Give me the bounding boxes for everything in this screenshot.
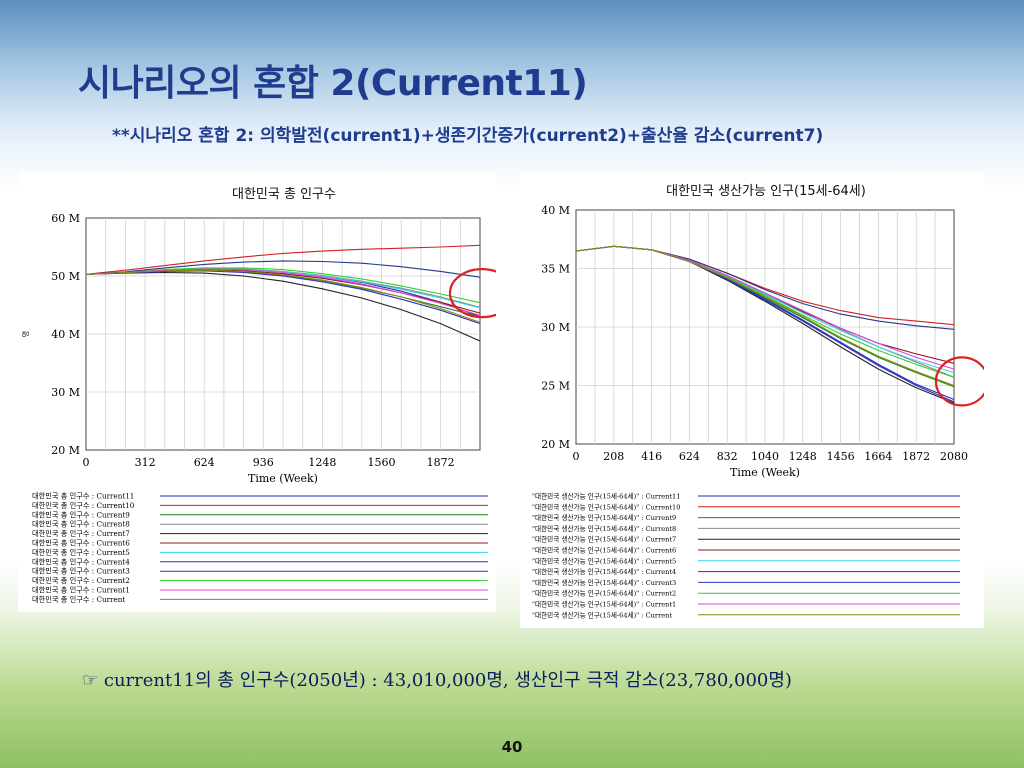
x-tick-label: 416: [641, 450, 662, 463]
legend-label: "대한민국 생산가능 인구(15세-64세)" : Current: [532, 610, 672, 619]
legend-label: 대한민국 총 인구수 : Current6: [32, 539, 130, 548]
x-tick-label: 0: [573, 450, 580, 463]
working-age-chart-title: 대한민국 생산가능 인구(15세-64세): [666, 184, 866, 199]
x-axis-label: Time (Week): [248, 472, 318, 485]
working-age-legend: "대한민국 생산가능 인구(15세-64세)" : Current11 "대한민국…: [530, 490, 964, 626]
series-line-current10: [85, 244, 481, 275]
x-tick-label: 1664: [864, 450, 892, 463]
legend-label: "대한민국 생산가능 인구(15세-64세)" : Current5: [532, 556, 676, 565]
legend-label: 대한민국 총 인구수 : Current: [32, 595, 125, 604]
legend-label: 대한민국 총 인구수 : Current11: [32, 492, 134, 501]
y-tick-label: 60 M: [51, 212, 80, 225]
y-tick-label: 25 M: [541, 380, 570, 393]
y-tick-label: 20 M: [541, 438, 570, 451]
legend-label: "대한민국 생산가능 인구(15세-64세)" : Current9: [532, 513, 676, 522]
y-axis-label: 명: [21, 331, 30, 337]
x-tick-label: 312: [135, 456, 156, 469]
x-tick-label: 936: [253, 456, 274, 469]
legend-label: "대한민국 생산가능 인구(15세-64세)" : Current10: [532, 502, 680, 511]
x-tick-label: 1872: [427, 456, 455, 469]
x-tick-label: 1872: [902, 450, 930, 463]
legend-label: "대한민국 생산가능 인구(15세-64세)" : Current4: [532, 567, 676, 576]
y-tick-label: 30 M: [51, 386, 80, 399]
x-tick-label: 624: [679, 450, 700, 463]
x-tick-label: 1248: [308, 456, 336, 469]
legend-label: 대한민국 총 인구수 : Current10: [32, 501, 135, 510]
footnote: ☞ current11의 총 인구수(2050년) : 43,010,000명,…: [82, 670, 792, 691]
y-tick-label: 30 M: [541, 321, 570, 334]
x-tick-label: 1560: [368, 456, 396, 469]
legend-label: 대한민국 총 인구수 : Current2: [32, 576, 130, 585]
slide-subtitle: **시나리오 혼합 2: 의학발전(current1)+생존기간증가(curre…: [112, 126, 824, 146]
x-tick-label: 0: [83, 456, 90, 469]
x-tick-label: 2080: [940, 450, 968, 463]
legend-label: 대한민국 총 인구수 : Current9: [32, 510, 130, 519]
highlight-circle: [934, 356, 984, 407]
x-tick-label: 1040: [751, 450, 779, 463]
working-age-line-chart: 40 M 35 M 30 M 25 M 20 M0 208 416 624 832 1040 124…: [541, 204, 984, 479]
total-population-legend: 대한민국 총 인구수 : Current11 대한민국 총 인구수 : Curre…: [30, 490, 492, 609]
y-tick-label: 20 M: [51, 444, 80, 457]
legend-label: 대한민국 총 인구수 : Current1: [32, 586, 130, 595]
x-tick-label: 1456: [827, 450, 855, 463]
y-tick-label: 40 M: [51, 328, 80, 341]
legend-label: "대한민국 생산가능 인구(15세-64세)" : Current11: [532, 492, 680, 501]
legend-svg: "대한민국 생산가능 인구(15세-64세)" : Current11"대한민국…: [532, 492, 960, 619]
slide-title: 시나리오의 혼합 2(Current11): [78, 63, 588, 104]
x-axis-label: Time (Week): [730, 466, 800, 479]
legend-label: "대한민국 생산가능 인구(15세-64세)" : Current1: [532, 600, 676, 609]
legend-label: "대한민국 생산가능 인구(15세-64세)" : Current2: [532, 589, 676, 598]
series-line-current: [575, 245, 955, 387]
legend-label: "대한민국 생산가능 인구(15세-64세)" : Current7: [532, 535, 676, 544]
legend-label: 대한민국 총 인구수 : Current3: [32, 567, 130, 576]
series-line-current7: [85, 271, 481, 342]
x-tick-label: 208: [603, 450, 624, 463]
x-tick-label: 1248: [789, 450, 817, 463]
x-tick-label: 832: [717, 450, 738, 463]
page-number: 40: [501, 738, 523, 756]
series-line-current: [85, 269, 481, 323]
total-population-chart-title: 대한민국 총 인구수: [232, 187, 336, 202]
x-tick-label: 624: [194, 456, 215, 469]
y-tick-label: 40 M: [541, 204, 570, 217]
series-line-current4: [85, 260, 481, 278]
legend-label: 대한민국 총 인구수 : Current8: [32, 520, 130, 529]
y-tick-label: 35 M: [541, 263, 570, 276]
legend-label: "대한민국 생산가능 인구(15세-64세)" : Current6: [532, 546, 676, 555]
series-line-current3: [85, 270, 481, 325]
legend-label: 대한민국 총 인구수 : Current5: [32, 548, 130, 557]
legend-label: 대한민국 총 인구수 : Current4: [32, 557, 130, 566]
legend-label: "대한민국 생산가능 인구(15세-64세)" : Current3: [532, 578, 676, 587]
y-tick-label: 50 M: [51, 270, 80, 283]
legend-label: 대한민국 총 인구수 : Current7: [32, 529, 130, 538]
highlight-circle: [448, 268, 496, 319]
total-population-line-chart: 60 M 50 M 40 M 30 M 20 M0 312 624 936 1248 1560 18…: [21, 212, 496, 485]
legend-label: "대한민국 생산가능 인구(15세-64세)" : Current8: [532, 524, 676, 533]
